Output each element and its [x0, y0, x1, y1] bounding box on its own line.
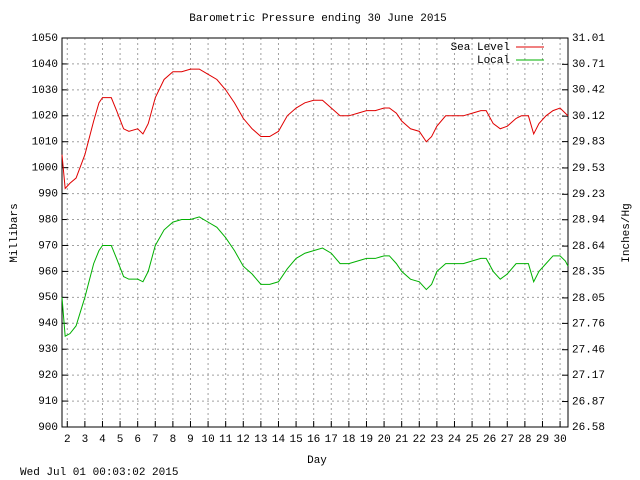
x-tick-label: 23	[430, 434, 443, 446]
x-tick-label: 3	[82, 434, 89, 446]
y-tick-label: 950	[38, 292, 58, 304]
x-tick-label: 21	[395, 434, 409, 446]
y-tick-label: 970	[38, 240, 58, 252]
series-line	[61, 68, 569, 190]
x-tick-label: 7	[152, 434, 159, 446]
x-tick-label: 24	[448, 434, 462, 446]
y-tick-label: 930	[38, 344, 58, 356]
x-tick-label: 10	[201, 434, 214, 446]
x-tick-label: 25	[465, 434, 478, 446]
x-tick-label: 5	[117, 434, 124, 446]
y2-tick-label: 26.58	[572, 422, 605, 434]
y-tick-label: 1050	[32, 33, 58, 45]
x-tick-label: 18	[342, 434, 355, 446]
x-tick-label: 2	[64, 434, 71, 446]
y-axis-label: Millibars	[9, 203, 21, 262]
x-tick-label: 17	[325, 434, 338, 446]
x-axis-label: Day	[307, 455, 327, 467]
y2-tick-label: 28.94	[572, 215, 605, 227]
x-tick-label: 22	[413, 434, 426, 446]
legend-label: Sea Level	[451, 42, 510, 54]
x-tick-label: 9	[187, 434, 194, 446]
y2-tick-label: 29.53	[572, 163, 605, 175]
y-tick-label: 1040	[32, 59, 58, 71]
y2-tick-label: 28.05	[572, 293, 605, 305]
y2-tick-label: 30.42	[572, 85, 605, 97]
y2-tick-label: 27.17	[572, 370, 605, 382]
x-tick-label: 29	[536, 434, 549, 446]
chart-title: Barometric Pressure ending 30 June 2015	[189, 13, 446, 25]
x-tick-label: 4	[99, 434, 106, 446]
x-tick-label: 8	[170, 434, 177, 446]
y2-tick-label: 29.83	[572, 137, 605, 149]
y-tick-label: 990	[38, 189, 58, 201]
y2-tick-label: 26.87	[572, 396, 605, 408]
x-tick-label: 27	[501, 434, 514, 446]
x-tick-label: 28	[518, 434, 531, 446]
x-tick-label: 20	[377, 434, 390, 446]
y-tick-label: 1000	[32, 163, 58, 175]
x-tick-label: 13	[254, 434, 267, 446]
y2-tick-label: 27.46	[572, 345, 605, 357]
y2-tick-label: 28.64	[572, 241, 605, 253]
y-tick-label: 980	[38, 214, 58, 226]
x-tick-label: 30	[553, 434, 566, 446]
y2-tick-label: 27.76	[572, 318, 605, 330]
y2-axis-label: Inches/Hg	[621, 203, 633, 262]
y2-tick-label: 28.35	[572, 266, 605, 278]
y2-tick-label: 29.23	[572, 189, 605, 201]
x-tick-label: 11	[219, 434, 233, 446]
x-tick-label: 14	[272, 434, 286, 446]
footer: Wed Jul 01 00:03:02 2015	[20, 467, 178, 479]
y2-tick-label: 30.71	[572, 59, 605, 71]
plot-frame	[61, 37, 569, 428]
y-tick-label: 900	[38, 422, 58, 434]
x-tick-label: 12	[237, 434, 250, 446]
y-tick-label: 1010	[32, 137, 58, 149]
y-tick-label: 940	[38, 318, 58, 330]
y-tick-label: 1030	[32, 85, 58, 97]
x-tick-label: 26	[483, 434, 496, 446]
y2-tick-label: 30.12	[572, 111, 605, 123]
x-tick-label: 15	[289, 434, 302, 446]
y2-tick-label: 31.01	[572, 33, 605, 45]
x-tick-label: 6	[134, 434, 141, 446]
y-tick-label: 910	[38, 396, 58, 408]
y-tick-label: 920	[38, 370, 58, 382]
y-tick-label: 1020	[32, 111, 58, 123]
x-tick-label: 16	[307, 434, 320, 446]
y-tick-label: 960	[38, 266, 58, 278]
x-tick-label: 19	[360, 434, 373, 446]
series-line	[61, 216, 569, 338]
legend-label: Local	[477, 55, 510, 67]
